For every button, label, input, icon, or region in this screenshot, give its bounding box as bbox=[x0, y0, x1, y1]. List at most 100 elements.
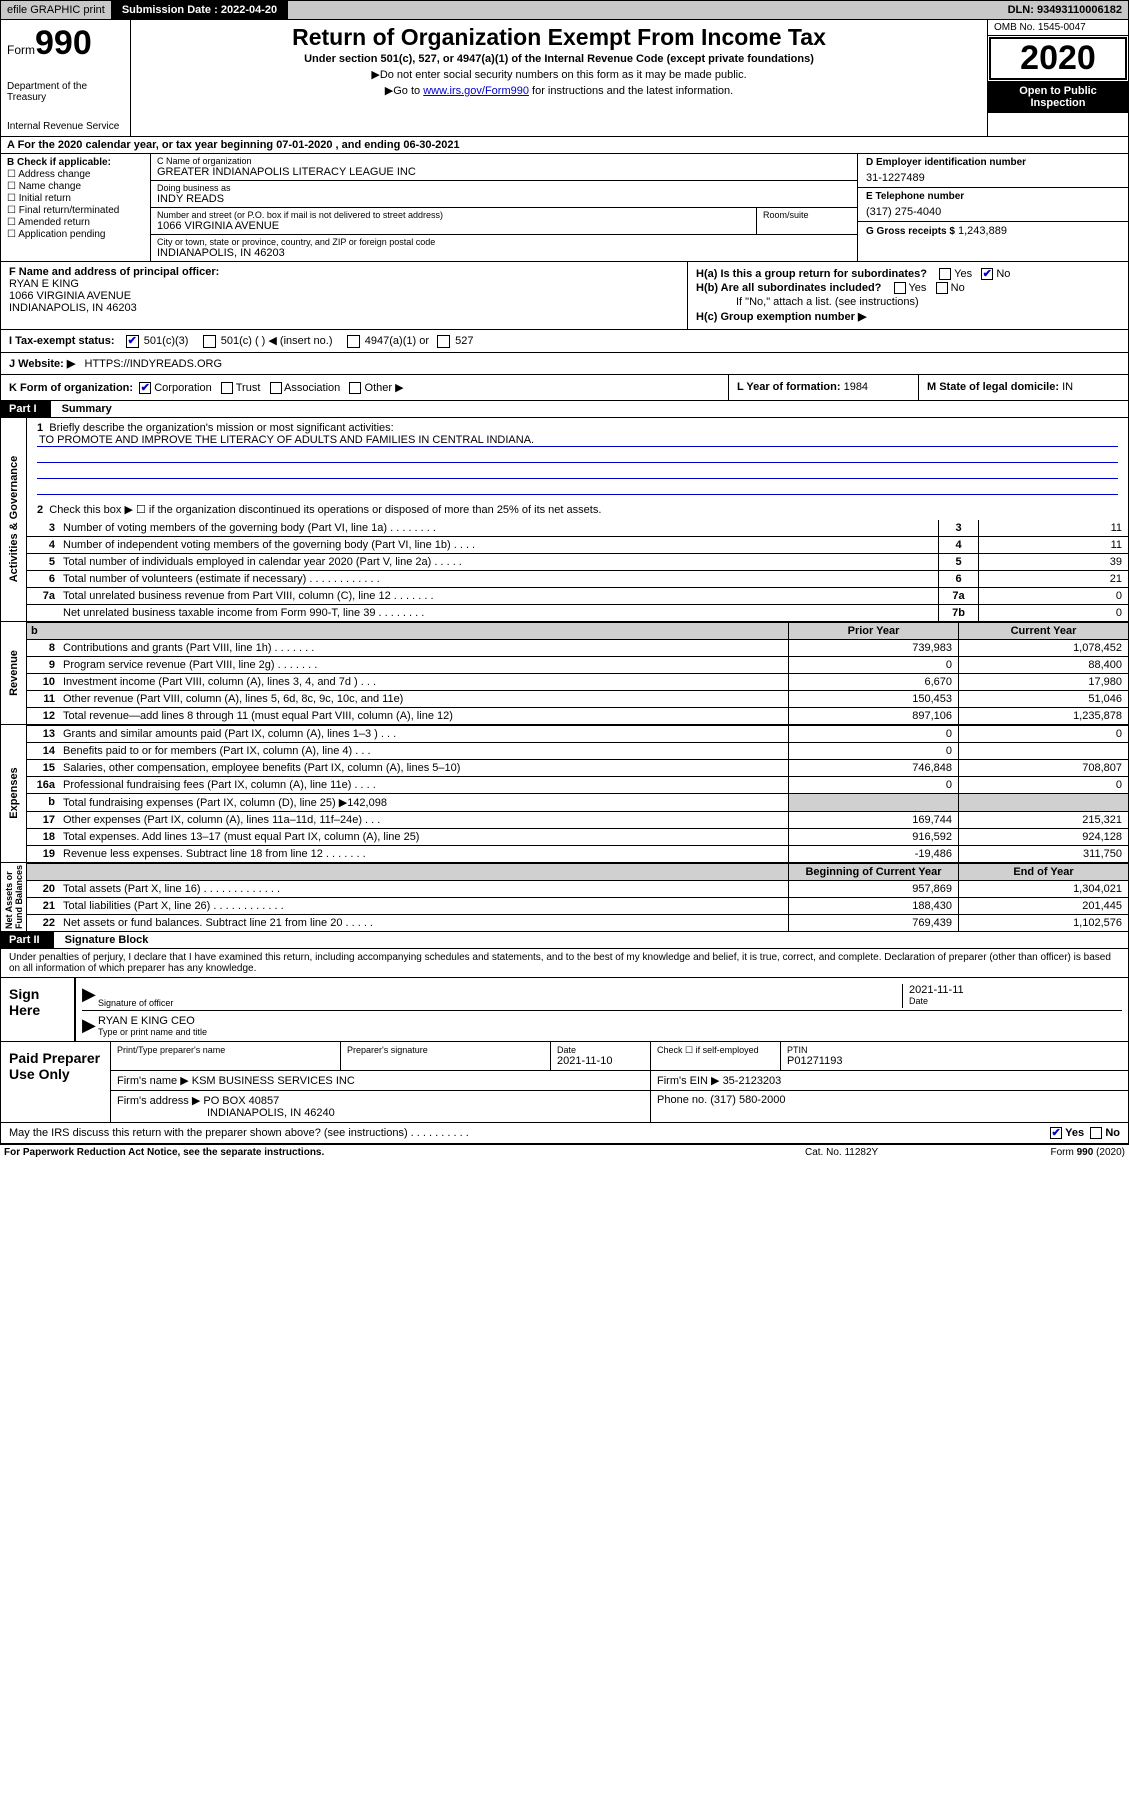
data-row: 10Investment income (Part VIII, column (… bbox=[27, 673, 1128, 690]
section-governance: Activities & Governance 1 Briefly descri… bbox=[0, 418, 1129, 622]
gov-row: 4Number of independent voting members of… bbox=[27, 536, 1128, 553]
box-b-checkboxes: B Check if applicable: ☐ Address change … bbox=[1, 154, 151, 261]
omb-number: OMB No. 1545-0047 bbox=[988, 20, 1128, 36]
row-k-l-m: K Form of organization: ✔ Corporation Tr… bbox=[0, 375, 1129, 401]
chk-initial-return[interactable]: ☐ Initial return bbox=[7, 193, 144, 204]
hb-yes[interactable] bbox=[894, 282, 906, 294]
gov-row: 3Number of voting members of the governi… bbox=[27, 520, 1128, 536]
submission-date: Submission Date : 2022-04-20 bbox=[112, 1, 288, 19]
data-row: 17Other expenses (Part IX, column (A), l… bbox=[27, 811, 1128, 828]
data-row: 14Benefits paid to or for members (Part … bbox=[27, 742, 1128, 759]
section-netassets: Net Assets orFund Balances Beginning of … bbox=[0, 863, 1129, 932]
chk-527[interactable] bbox=[437, 335, 450, 348]
box-h: H(a) Is this a group return for subordin… bbox=[688, 262, 1128, 329]
vlabel-expenses: Expenses bbox=[8, 768, 20, 819]
data-row: 9Program service revenue (Part VIII, lin… bbox=[27, 656, 1128, 673]
part-ii-header: Part II Signature Block bbox=[0, 932, 1129, 949]
open-public: Open to Public Inspection bbox=[988, 81, 1128, 113]
ein: 31-1227489 bbox=[866, 168, 1120, 184]
chk-trust[interactable] bbox=[221, 382, 233, 394]
data-row: 8Contributions and grants (Part VIII, li… bbox=[27, 639, 1128, 656]
form-number: 990 bbox=[35, 24, 92, 62]
row-a-taxyear: A For the 2020 calendar year, or tax yea… bbox=[0, 137, 1129, 154]
data-row: 21Total liabilities (Part X, line 26) . … bbox=[27, 897, 1128, 914]
data-row: 15Salaries, other compensation, employee… bbox=[27, 759, 1128, 776]
chk-name-change[interactable]: ☐ Name change bbox=[7, 181, 144, 192]
row-l-year: L Year of formation: 1984 bbox=[728, 375, 918, 400]
firm-ein: 35-2123203 bbox=[723, 1075, 782, 1087]
chk-assoc[interactable] bbox=[270, 382, 282, 394]
org-city: INDIANAPOLIS, IN 46203 bbox=[157, 247, 851, 259]
sign-here-label: Sign Here bbox=[1, 978, 76, 1041]
form-word: Form bbox=[7, 43, 35, 57]
chk-pending[interactable]: ☐ Application pending bbox=[7, 229, 144, 240]
data-row: bTotal fundraising expenses (Part IX, co… bbox=[27, 793, 1128, 811]
section-expenses: Expenses 13Grants and similar amounts pa… bbox=[0, 725, 1129, 863]
vlabel-netassets: Net Assets orFund Balances bbox=[4, 865, 24, 929]
chk-other[interactable] bbox=[349, 382, 361, 394]
box-d-e-g: D Employer identification number 31-1227… bbox=[858, 154, 1128, 261]
identity-grid: B Check if applicable: ☐ Address change … bbox=[0, 154, 1129, 262]
form-subtitle: Under section 501(c), 527, or 4947(a)(1)… bbox=[139, 53, 979, 65]
firm-addr2: INDIANAPOLIS, IN 46240 bbox=[117, 1107, 644, 1119]
form-year: 2020 bbox=[989, 37, 1127, 80]
header-center: Return of Organization Exempt From Incom… bbox=[131, 20, 988, 136]
top-bar: efile GRAPHIC print Submission Date : 20… bbox=[0, 0, 1129, 20]
row-k: K Form of organization: ✔ Corporation Tr… bbox=[1, 375, 728, 400]
discuss-no[interactable] bbox=[1090, 1127, 1102, 1139]
dln: DLN: 93493110006182 bbox=[1002, 1, 1128, 19]
sign-here-block: Sign Here ▶ Signature of officer 2021-11… bbox=[0, 978, 1129, 1042]
instruction-line-2: ▶ Go to www.irs.gov/Form990 for instruct… bbox=[139, 84, 979, 97]
chk-amended[interactable]: ☐ Amended return bbox=[7, 217, 144, 228]
chk-final-return[interactable]: ☐ Final return/terminated bbox=[7, 205, 144, 216]
row-i-tax-status: I Tax-exempt status: ✔ 501(c)(3) 501(c) … bbox=[0, 330, 1129, 353]
chk-501c[interactable] bbox=[203, 335, 216, 348]
gov-row: 5Total number of individuals employed in… bbox=[27, 553, 1128, 570]
gov-row: 6Total number of volunteers (estimate if… bbox=[27, 570, 1128, 587]
row-j-website: J Website: ▶ HTTPS://INDYREADS.ORG bbox=[0, 353, 1129, 375]
discuss-row: May the IRS discuss this return with the… bbox=[0, 1123, 1129, 1144]
ha-no[interactable]: ✔ bbox=[981, 268, 993, 280]
pointer-icon: ▶ bbox=[82, 1015, 98, 1037]
officer-sign-date: 2021-11-11 bbox=[909, 984, 1122, 996]
officer-name: RYAN E KING CEO bbox=[98, 1015, 1122, 1027]
data-row: 12Total revenue—add lines 8 through 11 (… bbox=[27, 707, 1128, 724]
firm-addr1: PO BOX 40857 bbox=[203, 1095, 279, 1107]
org-street: 1066 VIRGINIA AVENUE bbox=[157, 220, 750, 232]
website-url: HTTPS://INDYREADS.ORG bbox=[85, 358, 223, 370]
data-row: 16aProfessional fundraising fees (Part I… bbox=[27, 776, 1128, 793]
form-header: Form990 Department of the Treasury Inter… bbox=[0, 20, 1129, 137]
data-row: 18Total expenses. Add lines 13–17 (must … bbox=[27, 828, 1128, 845]
rev-header-row: b Prior Year Current Year bbox=[27, 622, 1128, 639]
pointer-icon: ▶ bbox=[82, 984, 98, 1008]
paid-preparer-block: Paid Preparer Use Only Print/Type prepar… bbox=[0, 1042, 1129, 1123]
firm-name: KSM BUSINESS SERVICES INC bbox=[192, 1075, 355, 1087]
ha-yes[interactable] bbox=[939, 268, 951, 280]
org-dba: INDY READS bbox=[157, 193, 851, 205]
chk-address-change[interactable]: ☐ Address change bbox=[7, 169, 144, 180]
chk-4947[interactable] bbox=[347, 335, 360, 348]
gov-row: Net unrelated business taxable income fr… bbox=[27, 604, 1128, 621]
agency-1: Department of the Treasury bbox=[7, 81, 124, 103]
discuss-yes[interactable]: ✔ bbox=[1050, 1127, 1062, 1139]
vlabel-governance: Activities & Governance bbox=[8, 456, 20, 583]
firm-phone: (317) 580-2000 bbox=[710, 1094, 785, 1106]
perjury-declaration: Under penalties of perjury, I declare th… bbox=[0, 949, 1129, 978]
chk-corp[interactable]: ✔ bbox=[139, 382, 151, 394]
efile-label[interactable]: efile GRAPHIC print bbox=[1, 1, 112, 19]
ptin: P01271193 bbox=[787, 1055, 1122, 1067]
page-footer: For Paperwork Reduction Act Notice, see … bbox=[0, 1144, 1129, 1160]
chk-501c3[interactable]: ✔ bbox=[126, 335, 139, 348]
box-f-h: F Name and address of principal officer:… bbox=[0, 262, 1129, 330]
data-row: 22Net assets or fund balances. Subtract … bbox=[27, 914, 1128, 931]
form-id-block: Form990 Department of the Treasury Inter… bbox=[1, 20, 131, 136]
data-row: 13Grants and similar amounts paid (Part … bbox=[27, 725, 1128, 742]
header-right: OMB No. 1545-0047 2020 Open to Public In… bbox=[988, 20, 1128, 136]
gov-row: 7aTotal unrelated business revenue from … bbox=[27, 587, 1128, 604]
box-f-officer: F Name and address of principal officer:… bbox=[1, 262, 688, 329]
mission-text: TO PROMOTE AND IMPROVE THE LITERACY OF A… bbox=[37, 434, 1118, 447]
irs-link[interactable]: www.irs.gov/Form990 bbox=[423, 85, 529, 97]
hb-no[interactable] bbox=[936, 282, 948, 294]
paid-preparer-label: Paid Preparer Use Only bbox=[1, 1042, 111, 1122]
box-c-org: C Name of organization GREATER INDIANAPO… bbox=[151, 154, 858, 261]
